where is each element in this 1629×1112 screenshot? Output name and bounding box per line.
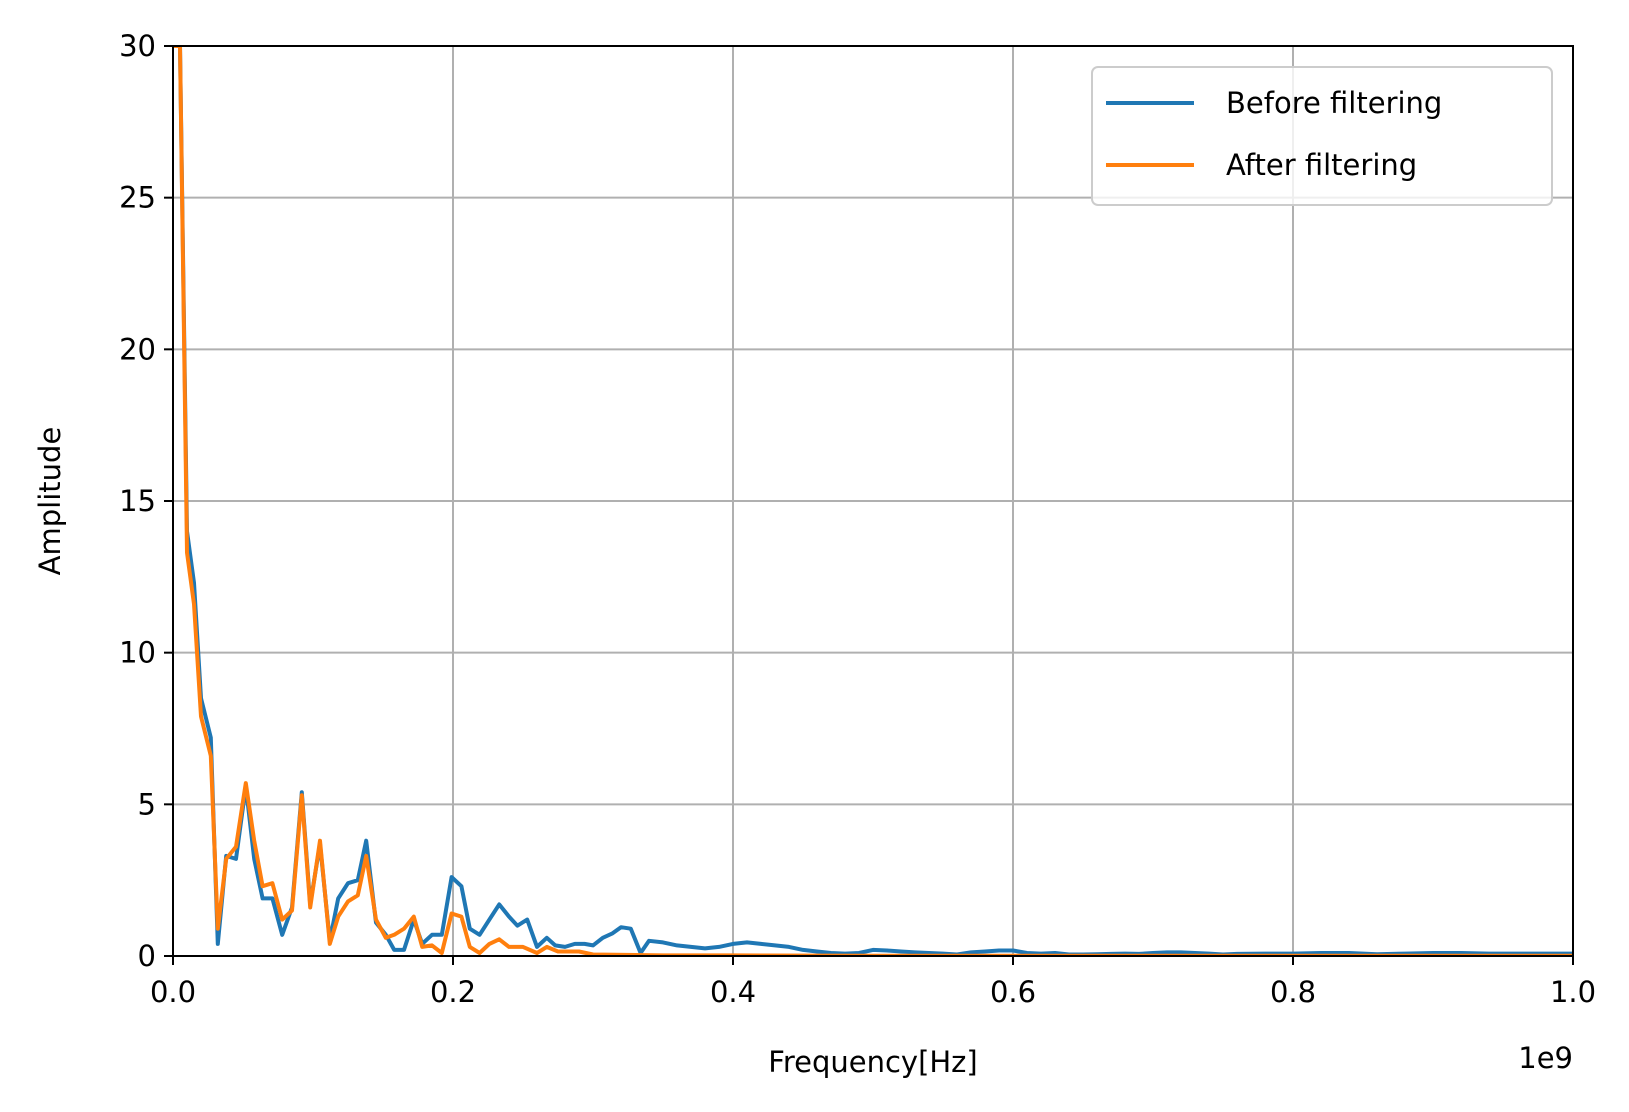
y-tick-label: 10: [119, 636, 156, 670]
series-layer: [173, 46, 1573, 956]
y-tick-label: 15: [119, 484, 156, 518]
x-tick-label: 0.4: [710, 975, 756, 1009]
x-tick-label: 0.2: [430, 975, 476, 1009]
y-tick-label: 5: [138, 787, 156, 821]
y-tick-label: 0: [138, 939, 156, 973]
x-tick-label: 0.6: [990, 975, 1036, 1009]
y-tick-label: 20: [119, 332, 156, 366]
y-tick-label: 25: [119, 181, 156, 215]
grid: [172, 45, 1574, 957]
legend-label-after-filtering: After filtering: [1226, 148, 1417, 182]
x-tick-label: 1.0: [1550, 975, 1596, 1009]
series-line-after-filtering: [173, 46, 1573, 956]
x-tick-label: 0.8: [1270, 975, 1316, 1009]
ticks: 0.0 0.2 0.4 0.6 0.8 1.0 0 5 10 15 20 25 30: [119, 29, 1596, 1009]
legend-box: [1091, 66, 1553, 206]
legend-label-before-filtering: Before filtering: [1226, 86, 1442, 120]
legend: Before filtering After filtering: [1091, 66, 1553, 206]
x-offset-text: 1e9: [1518, 1041, 1573, 1075]
y-axis-title: Amplitude: [33, 427, 67, 576]
x-axis-title: Frequency[Hz]: [768, 1045, 977, 1079]
x-tick-label: 0.0: [150, 975, 196, 1009]
y-tick-label: 30: [119, 29, 156, 63]
